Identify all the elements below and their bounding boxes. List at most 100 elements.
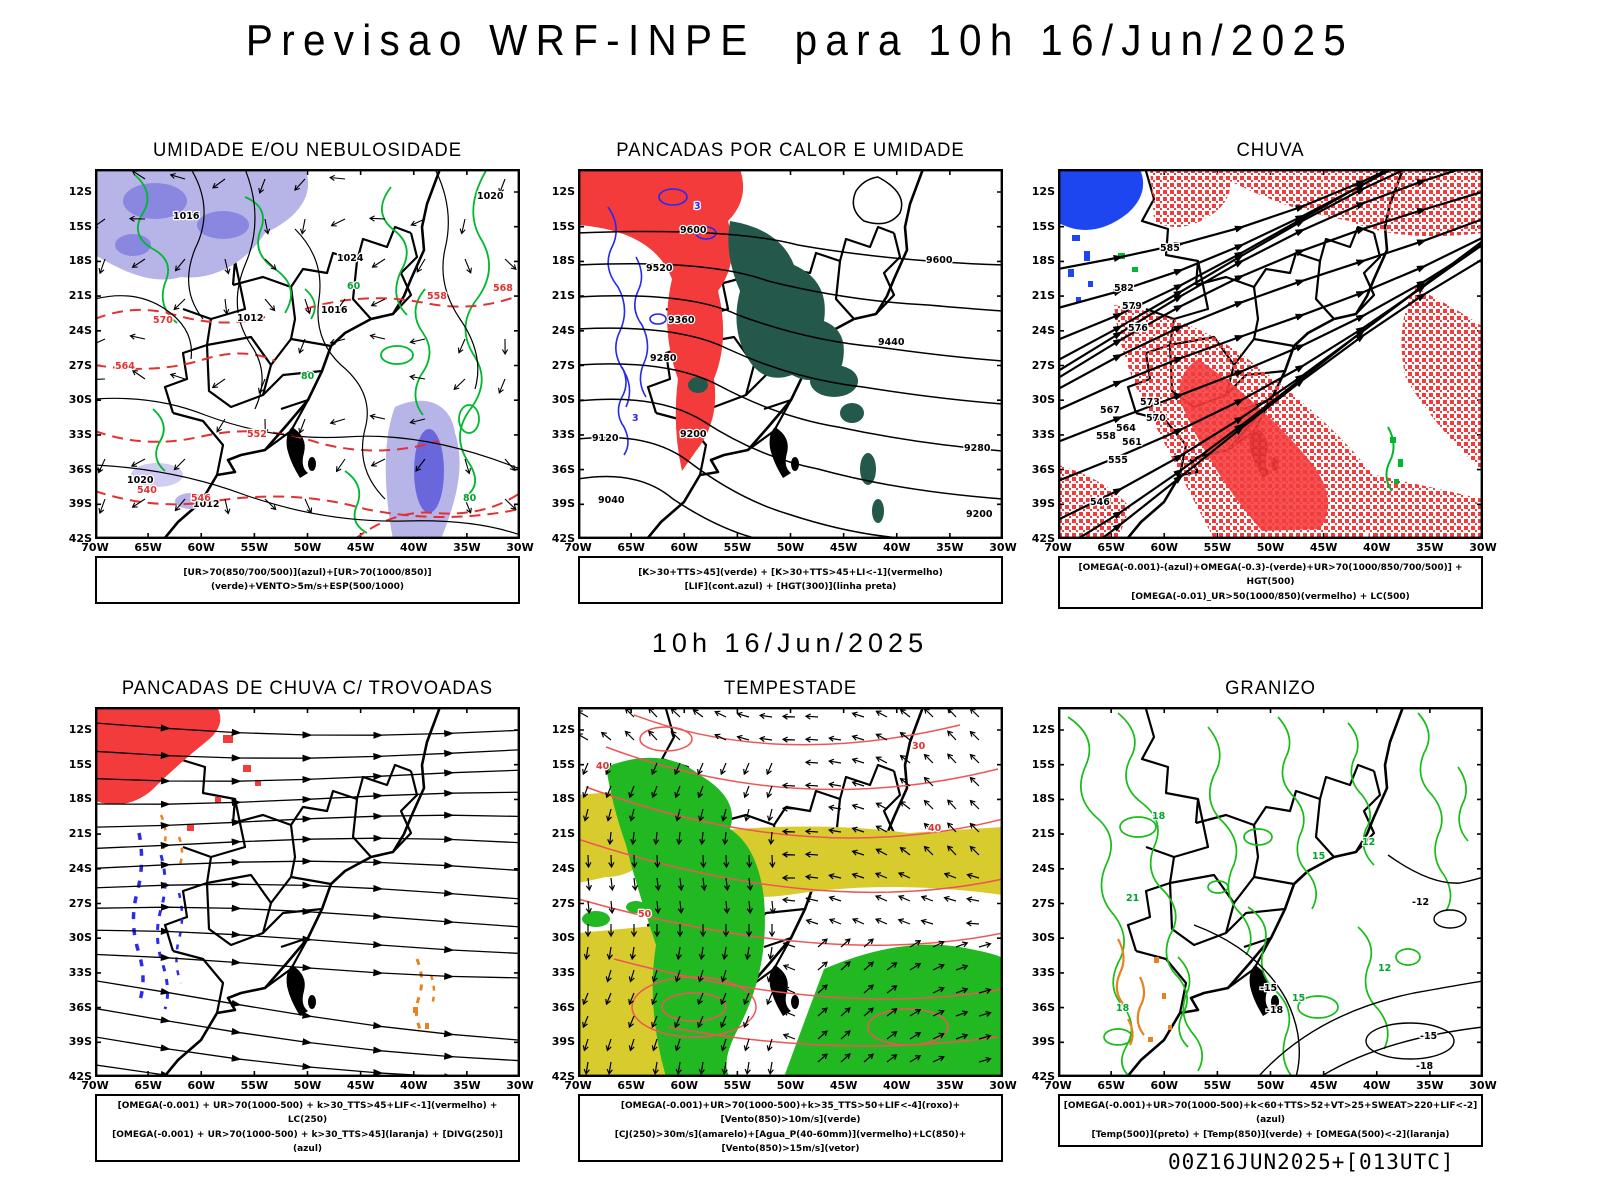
- contour-label: 558: [427, 291, 447, 302]
- map-trovoadas: [95, 707, 520, 1077]
- lat-tick-label: 15S: [68, 757, 92, 771]
- lat-tick-label: 36S: [1031, 462, 1055, 476]
- contour-label: 1024: [337, 253, 364, 264]
- lon-tick-label: 55W: [1203, 1079, 1232, 1092]
- lon-tick-label: 40W: [400, 1079, 428, 1092]
- lat-tick-label: 18S: [1031, 254, 1055, 268]
- lat-tick-label: 12S: [1031, 185, 1055, 198]
- contour-label: 9040: [598, 495, 625, 506]
- lat-tick-label: 15S: [1031, 757, 1055, 771]
- contour-label: 9600: [680, 225, 707, 236]
- caption-line: [OMEGA(-0.001) + UR>70(1000-500) + k>30_…: [117, 1101, 498, 1126]
- panel-title: UMIDADE E/OU NEBULOSIDADE: [153, 140, 462, 161]
- lat-tick-label: 18S: [68, 254, 92, 268]
- panel-title: TEMPESTADE: [723, 678, 858, 699]
- lon-tick-label: 65W: [134, 1079, 162, 1092]
- lat-tick-label: 15S: [68, 219, 92, 233]
- contour-label: 9600: [926, 255, 953, 266]
- contour-label: -18: [1416, 1061, 1434, 1072]
- lat-tick-label: 42S: [551, 532, 575, 545]
- lon-tick-label: 35W: [453, 541, 481, 554]
- caption-line: [OMEGA(-0.001) + UR>70(1000-500) + k>30_…: [112, 1129, 503, 1155]
- lat-tick-label: 30S: [68, 393, 92, 407]
- map-granizo: 18 15 21 12 15 18 12 -12 -15 -18 -15 -18: [1058, 707, 1483, 1077]
- contour-label: 1016: [173, 211, 200, 222]
- panel-title: PANCADAS POR CALOR E UMIDADE: [616, 140, 965, 161]
- caption-line: [OMEGA(-0.001)-(azul)+OMEGA(-0.3)-(verde…: [1078, 563, 1463, 588]
- lon-tick-label: 55W: [240, 1079, 269, 1092]
- lat-tick-label: 27S: [68, 358, 92, 372]
- lat-tick-label: 12S: [68, 723, 92, 736]
- lat-tick-label: 39S: [1031, 1035, 1055, 1049]
- lat-tick-label: 33S: [68, 965, 92, 979]
- lon-tick-label: 35W: [936, 541, 964, 554]
- contour-label: 570: [1146, 413, 1166, 424]
- contour-label: 573: [1140, 397, 1160, 408]
- lat-tick-label: 36S: [1031, 1000, 1055, 1014]
- lat-tick-label: 27S: [68, 896, 92, 910]
- lat-tick-label: 24S: [551, 323, 575, 337]
- lat-tick-label: 21S: [551, 289, 575, 303]
- lon-tick-label: 65W: [1097, 1079, 1125, 1092]
- contour-label: 40: [928, 823, 942, 834]
- map-umidade: 1016 1012 1016 1020 1024 1020 1012 570 5…: [95, 169, 520, 539]
- contour-label: 3: [632, 413, 639, 424]
- contour-label: 12: [1378, 963, 1391, 974]
- lon-tick-label: 60W: [187, 1079, 215, 1092]
- lon-tick-label: 70W: [1044, 1079, 1072, 1092]
- lon-tick-label: 65W: [1097, 541, 1125, 554]
- contour-label: -15: [1420, 1031, 1437, 1042]
- lon-tick-label: 55W: [723, 541, 752, 554]
- lat-tick-label: 18S: [551, 254, 575, 268]
- map-chuva: 585 582 579 576 573 570 567 564 561 558 …: [1058, 169, 1483, 539]
- lon-tick-label: 50W: [1256, 541, 1285, 554]
- contour-label: 585: [1160, 243, 1180, 254]
- lon-tick-label: 45W: [346, 1079, 375, 1092]
- lon-tick-label: 40W: [400, 541, 428, 554]
- panel-tempestade: TEMPESTADE: [536, 678, 1017, 1162]
- lat-tick-label: 39S: [1031, 497, 1055, 511]
- lat-tick-label: 12S: [1031, 723, 1055, 736]
- lat-tick-label: 42S: [1031, 1070, 1055, 1083]
- map-row: 1016 1012 1016 1020 1024 1020 1012 570 5…: [69, 169, 534, 554]
- lat-tick-label: 15S: [551, 219, 575, 233]
- lon-tick-label: 45W: [1309, 541, 1338, 554]
- lat-tick-label: 30S: [68, 931, 92, 945]
- contour-label: -12: [1412, 897, 1429, 908]
- lon-tick-label: 60W: [670, 541, 698, 554]
- contour-label: 9120: [592, 433, 619, 444]
- contour-label: 561: [1122, 437, 1142, 448]
- lon-tick-label: 30W: [989, 1079, 1017, 1092]
- lat-tick-label: 15S: [1031, 219, 1055, 233]
- lon-tick-label: 50W: [776, 1079, 805, 1092]
- contour-label: 1012: [237, 313, 263, 324]
- caption-trovoadas: [OMEGA(-0.001) + UR>70(1000-500) + k>30_…: [95, 1094, 520, 1162]
- lat-tick-label: 27S: [551, 896, 575, 910]
- lon-tick-label: 40W: [883, 541, 911, 554]
- map-row: 12S 15S 18S 21S 24S 27S 30S 33S 36S 39S 42S 70W 65W 6…: [69, 707, 534, 1092]
- caption-tempestade: [OMEGA(-0.001)+UR>70(1000-500)+k>35_TTS>…: [578, 1094, 1003, 1162]
- map-row: 18 15 21 12 15 18 12 -12 -15 -18 -15 -18…: [1032, 707, 1497, 1092]
- caption-line: [UR>70(850/700/500)](azul)+[UR>70(1000/8…: [183, 567, 432, 592]
- contour-label: 50: [638, 909, 652, 920]
- map-pancadas-calor: 9600 9600 9520 9440 9360 9280 9280 9200 …: [578, 169, 1003, 539]
- lon-tick-label: 60W: [670, 1079, 698, 1092]
- panel-title: CHUVA: [1236, 140, 1305, 161]
- contour-label: 9200: [966, 509, 993, 520]
- contour-label: 40: [596, 761, 610, 772]
- caption-granizo: [OMEGA(-0.001)+UR>70(1000-500)+k<60+TTS>…: [1058, 1094, 1483, 1148]
- contour-label: 582: [1114, 283, 1134, 294]
- contour-label: 1016: [321, 305, 348, 316]
- lon-tick-label: 45W: [346, 541, 375, 554]
- contour-label: 1020: [477, 191, 504, 202]
- lat-tick-label: 27S: [1031, 358, 1055, 372]
- lat-tick-label: 24S: [1031, 323, 1055, 337]
- lon-tick-label: 30W: [989, 541, 1017, 554]
- contour-label: 564: [1116, 423, 1136, 434]
- caption-line: [K>30+TTS>45](verde) + [K>30+TTS>45+LI<-…: [638, 567, 943, 578]
- contour-label: -15: [1260, 983, 1277, 994]
- contour-label: -18: [1266, 1005, 1284, 1016]
- lat-tick-label: 33S: [1031, 427, 1055, 441]
- lat-tick-label: 12S: [551, 723, 575, 736]
- panel-granizo: GRANIZO: [1016, 678, 1497, 1148]
